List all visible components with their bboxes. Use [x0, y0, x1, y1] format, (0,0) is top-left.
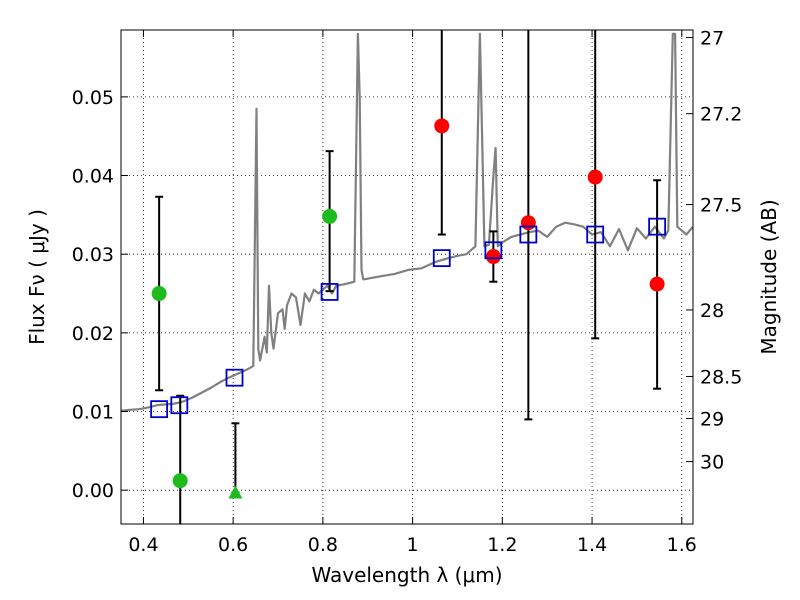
- x-tick-label: 1.2: [487, 534, 517, 556]
- y-tick-label: 0.00: [72, 480, 114, 502]
- y-tick-label: 0.04: [72, 166, 114, 188]
- plot-area: [121, 30, 693, 524]
- y2-tick-label: 30: [700, 452, 724, 474]
- model-photometry-square: [320, 283, 339, 301]
- model-photometry-square: [648, 217, 667, 236]
- model-photometry-square: [484, 241, 503, 260]
- data-point-circle: [172, 473, 188, 489]
- y-tick-label: 0.03: [72, 244, 114, 266]
- model-photometry-square: [150, 400, 169, 419]
- y-tick-label: 0.02: [72, 323, 114, 345]
- y-tick-label: 0.05: [72, 87, 114, 109]
- y2-tick-label: 28.5: [700, 366, 742, 388]
- model-sed-line: [121, 32, 693, 412]
- data-point-circle: [151, 286, 167, 302]
- data-point-circle: [434, 118, 450, 134]
- y2-axis-label: Magnitude (AB): [757, 199, 781, 354]
- model-photometry-square: [432, 249, 451, 268]
- data-point-circle: [587, 169, 603, 185]
- y2-tick-label: 27.2: [700, 104, 742, 126]
- x-tick-label: 1.6: [667, 534, 697, 556]
- y2-tick-label: 28: [700, 300, 724, 322]
- y2-tick-label: 27: [700, 28, 724, 50]
- y2-tick-label: 29: [700, 408, 724, 430]
- x-tick-label: 1.4: [577, 534, 607, 556]
- upper-limit-triangle: [228, 485, 243, 499]
- data-point-circle: [322, 208, 338, 224]
- x-tick-label: 0.8: [308, 534, 338, 556]
- y-tick-label: 0.01: [72, 402, 114, 424]
- model-photometry-square: [170, 396, 189, 415]
- plot-frame: [120, 29, 694, 525]
- y-axis-label: Flux Fν ( μJy ): [25, 209, 49, 345]
- data-point-circle: [485, 249, 501, 265]
- model-photometry-square: [586, 225, 605, 244]
- model-photometry-square: [519, 225, 538, 244]
- plot-background: [121, 30, 693, 524]
- data-point-circle: [649, 276, 665, 292]
- data-point-circle: [520, 215, 536, 231]
- model-photometry-square: [225, 368, 244, 387]
- y2-tick-label: 27.5: [700, 195, 742, 217]
- x-tick-label: 1: [407, 534, 419, 556]
- x-tick-label: 0.6: [218, 534, 248, 556]
- x-tick-label: 0.4: [128, 534, 158, 556]
- axis-ticks: 0.4 0.6 0.8 1 1.2 1.4 1.6 0.00 0.01 0.02 0.03 0.04 0…: [72, 28, 743, 556]
- x-axis-label: Wavelength λ (μm): [311, 563, 502, 587]
